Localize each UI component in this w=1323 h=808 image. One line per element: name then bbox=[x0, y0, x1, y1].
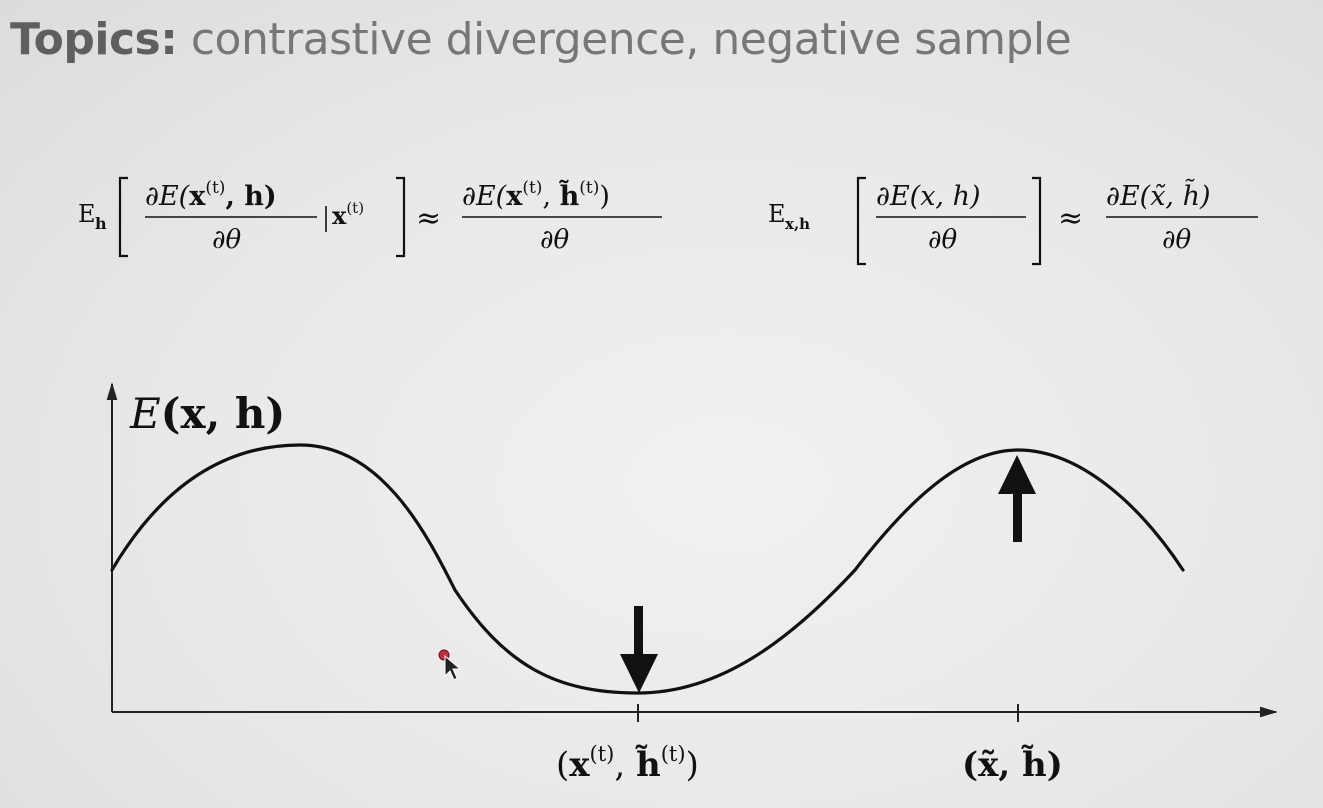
expectation-subscript: h bbox=[95, 214, 107, 233]
approx-symbol: ≈ bbox=[416, 201, 441, 236]
rhs-denominator: ∂θ bbox=[1162, 225, 1191, 255]
numerator: ∂E(x, h) bbox=[876, 181, 981, 212]
denominator: ∂θ bbox=[212, 225, 241, 255]
mouse-pointer-icon bbox=[439, 650, 460, 680]
tick-label-data-sample: (x(t), h̃(t)) bbox=[556, 742, 699, 785]
condition: x(t) bbox=[332, 199, 364, 230]
numerator: ∂E(x(t), h) bbox=[145, 178, 277, 212]
expectation-symbol: E bbox=[78, 200, 96, 228]
approx-symbol: ≈ bbox=[1058, 201, 1083, 236]
rhs-numerator: ∂E(x̃, h̃) bbox=[1106, 178, 1211, 212]
right-bracket bbox=[396, 178, 404, 256]
equation-left: E h ∂E(x(t), h) ∂θ x(t) ≈ ∂E(x(t), h̃(t)… bbox=[78, 178, 662, 256]
rhs-numerator: ∂E(x(t), h̃(t)) bbox=[462, 178, 610, 212]
arrow-up-icon bbox=[998, 455, 1036, 542]
right-bracket bbox=[1032, 178, 1040, 264]
arrow-down-icon bbox=[620, 606, 658, 693]
expectation-symbol: E bbox=[768, 200, 786, 228]
energy-plot: E(x, h) (x(t), h̃(t)) (x̃, h̃) bbox=[112, 384, 1276, 785]
expectation-subscript: x,h bbox=[785, 215, 810, 233]
rhs-denominator: ∂θ bbox=[540, 225, 569, 255]
equation-right: E x,h ∂E(x, h) ∂θ ≈ ∂E(x̃, h̃) ∂θ bbox=[768, 178, 1258, 264]
tick-label-negative-sample: (x̃, h̃) bbox=[962, 745, 1063, 785]
left-bracket bbox=[858, 178, 866, 264]
left-bracket bbox=[120, 178, 128, 256]
y-axis-label: E(x, h) bbox=[129, 389, 285, 438]
denominator: ∂θ bbox=[928, 225, 957, 255]
